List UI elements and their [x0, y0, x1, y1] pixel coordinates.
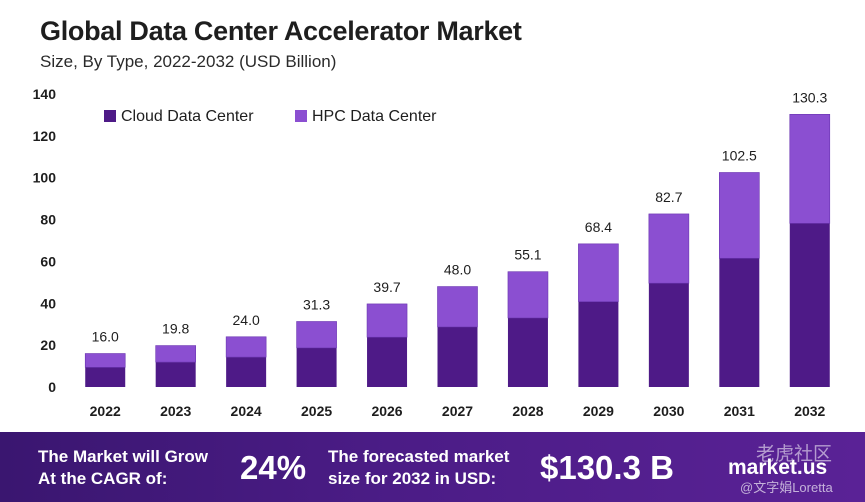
bar-cloud-data-center [155, 362, 196, 387]
market-us-logo: market.us [728, 456, 828, 479]
cagr-label-line2: At the CAGR of: [38, 469, 168, 488]
bar-total-label: 55.1 [514, 247, 541, 263]
bar-total-label: 130.3 [792, 89, 827, 105]
x-tick-label: 2023 [160, 403, 191, 419]
legend-swatch [104, 110, 116, 122]
bar-total-label: 82.7 [655, 189, 682, 205]
bar-hpc-data-center [648, 213, 690, 284]
x-tick-label: 2024 [231, 403, 262, 419]
y-tick-label: 60 [40, 253, 56, 269]
bar-hpc-data-center [155, 345, 196, 363]
bar-hpc-data-center [507, 271, 549, 319]
y-tick-label: 40 [40, 295, 56, 311]
cagr-value: 24% [240, 449, 307, 486]
bar-cloud-data-center [367, 337, 408, 387]
bar-hpc-data-center [225, 336, 267, 358]
bar-total-label: 16.0 [92, 329, 119, 345]
y-tick-label: 20 [40, 337, 56, 353]
bar-total-label: 39.7 [373, 279, 400, 295]
legend-label: HPC Data Center [312, 108, 437, 125]
footer-banner: The Market will Grow At the CAGR of: 24%… [0, 432, 865, 502]
bar-cloud-data-center [719, 258, 760, 387]
chart-title: Global Data Center Accelerator Market [40, 16, 522, 46]
y-tick-label: 140 [33, 86, 57, 102]
watermark-author: @文字娟Loretta [740, 480, 833, 495]
forecast-label-line2: size for 2032 in USD: [328, 469, 497, 488]
stacked-bar-chart: 0 20 40 60 80 100 120 140 16.0 2022 19.8 2023 24.0 20… [33, 86, 831, 419]
x-tick-label: 2029 [583, 403, 614, 419]
x-tick-label: 2027 [442, 403, 473, 419]
x-tick-label: 2025 [301, 403, 332, 419]
y-tick-label: 0 [48, 379, 56, 395]
bar-hpc-data-center [366, 303, 408, 338]
bar-cloud-data-center [296, 347, 337, 387]
bar-hpc-data-center [296, 321, 337, 349]
cagr-label-line1: The Market will Grow [38, 447, 209, 466]
bar-total-label: 31.3 [303, 296, 330, 312]
y-tick-label: 120 [33, 128, 57, 144]
bar-hpc-data-center [84, 353, 126, 368]
bar-hpc-data-center [789, 114, 831, 224]
bar-cloud-data-center [437, 326, 478, 387]
bar-cloud-data-center [226, 357, 267, 387]
forecast-label-line1: The forecasted market [328, 447, 510, 466]
bar-cloud-data-center [507, 317, 548, 387]
x-tick-label: 2028 [512, 403, 543, 419]
x-tick-label: 2031 [724, 403, 755, 419]
chart-subtitle: Size, By Type, 2022-2032 (USD Billion) [40, 52, 337, 71]
bar-cloud-data-center [578, 301, 619, 387]
x-tick-label: 2026 [371, 403, 402, 419]
x-tick-label: 2032 [794, 403, 825, 419]
x-tick-label: 2022 [90, 403, 121, 419]
bar-total-label: 24.0 [233, 312, 260, 328]
watermark-community: 老虎社区 [756, 444, 833, 465]
bar-total-label: 19.8 [162, 321, 189, 337]
legend-swatch [295, 110, 307, 122]
forecast-value: $130.3 B [540, 449, 674, 486]
bar-total-label: 68.4 [585, 219, 612, 235]
bar-total-label: 48.0 [444, 262, 471, 278]
x-tick-label: 2030 [653, 403, 684, 419]
bar-cloud-data-center [85, 367, 126, 387]
bar-hpc-data-center [437, 286, 478, 328]
bar-cloud-data-center [648, 283, 689, 387]
y-tick-label: 100 [33, 170, 57, 186]
bar-hpc-data-center [578, 243, 619, 302]
bar-cloud-data-center [789, 223, 830, 387]
y-tick-label: 80 [40, 212, 56, 228]
legend-label: Cloud Data Center [121, 108, 254, 125]
bar-total-label: 102.5 [722, 147, 757, 163]
bar-hpc-data-center [719, 172, 760, 259]
